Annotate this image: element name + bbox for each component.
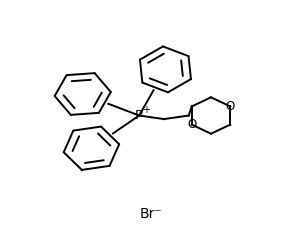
Text: P: P bbox=[135, 109, 143, 122]
Text: O: O bbox=[226, 100, 235, 113]
Text: +: + bbox=[142, 105, 150, 115]
Text: O: O bbox=[187, 118, 196, 131]
Text: Br⁻: Br⁻ bbox=[140, 207, 162, 221]
